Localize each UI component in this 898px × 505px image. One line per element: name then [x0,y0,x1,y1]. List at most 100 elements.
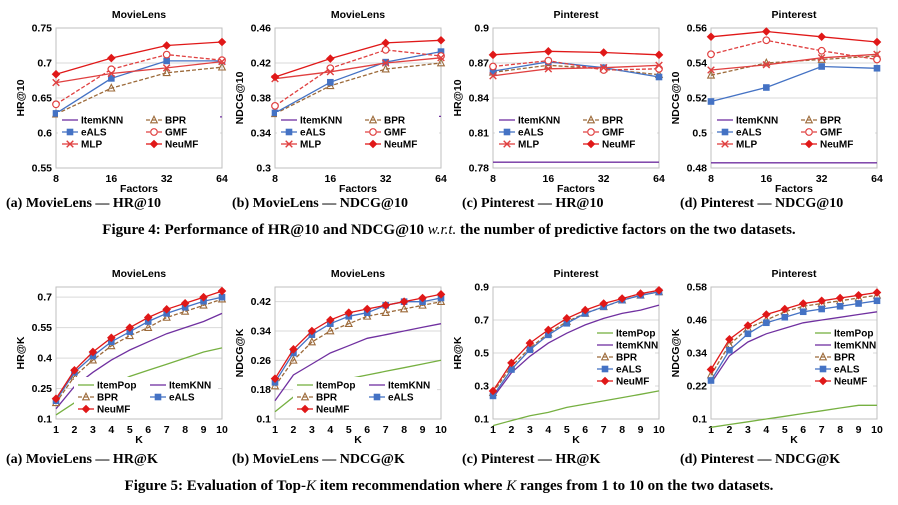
data-point [381,59,390,67]
legend-label: NeuMF [384,140,417,151]
y-tick-label: 0.52 [687,93,708,105]
x-tick-label: 7 [601,424,607,436]
legend-label: NeuMF [834,377,867,388]
plot-area [274,286,442,420]
data-point [88,347,98,357]
data-point [817,53,826,62]
series-line [492,291,660,393]
data-point [855,300,862,307]
legend-label: ItemPop [97,381,136,392]
data-point [780,304,790,314]
series-line [492,291,660,397]
figure4-caption-prefix: Figure 4: Performance of HR@10 and NDCG@… [102,222,428,238]
subcaption-fig5-b: (b) MovieLens — NDCG@K [232,452,405,467]
x-tick-label: 3 [90,424,96,436]
data-point [51,394,61,403]
data-point [107,83,116,92]
data-point [599,48,608,57]
legend-marker [154,393,162,401]
data-point [436,290,446,299]
x-tick-label: 64 [216,173,228,185]
data-point [762,36,771,45]
y-tick-label: 0.34 [251,128,272,140]
y-tick-label: 0.78 [469,163,490,175]
x-axis-label: K [572,434,580,446]
data-point [437,53,445,62]
chart-title: MovieLens [331,9,385,21]
x-tick-label: 4 [108,424,114,436]
legend-marker [149,114,159,124]
x-tick-label: 9 [856,424,862,436]
data-point [52,110,60,117]
x-tick-label: 6 [364,424,370,436]
legend: ItemKNN BPR eALS GMF MLP NeuMF [58,112,220,154]
series-mlp [52,57,226,87]
legend-label: ItemPop [616,329,655,340]
x-tick-label: 10 [435,424,447,436]
data-point [271,109,279,117]
series-eals [52,57,226,117]
x-tick-label: 6 [582,424,588,436]
legend-marker [601,365,609,373]
legend-label: eALS [300,128,326,139]
plot-area [492,27,660,169]
legend-marker [368,114,378,124]
legend-marker [285,140,293,148]
legend-label: BPR [165,116,187,127]
subcaption-fig5-d: (d) Pinterest — NDCG@K [680,452,841,467]
data-point [599,299,608,308]
series-line [274,323,442,402]
y-axis-label: NDCG@10 [234,71,246,124]
data-point [326,315,335,325]
data-point [289,345,298,354]
legend: ItemKNN BPR eALS GMF MLP NeuMF [495,112,657,154]
data-point [526,346,534,353]
data-point [143,313,153,322]
legend-label: ItemKNN [81,116,123,127]
legend-marker [804,139,814,149]
data-point [873,55,881,64]
data-point [217,62,227,71]
x-tick-label: 8 [490,173,496,185]
series-line [274,57,442,80]
chart-6: 0.1 0.18 0.26 0.34 0.42 1 2 3 4 5 6 7 8 9 10 MovieLens K… [234,268,447,446]
x-tick-label: 4 [545,424,551,436]
series-neumf [706,288,882,374]
chart-title: Pinterest [554,9,599,21]
legend-label: BPR [616,353,638,364]
legend-label: NeuMF [616,377,649,388]
data-point [835,293,845,303]
data-point [144,322,153,331]
x-tick-label: 1 [272,424,278,436]
series-itemknn [710,311,878,384]
series-line [274,62,442,115]
subcaption-fig4-a: (a) MovieLens — HR@10 [6,196,161,211]
data-point [654,50,664,60]
series-line [274,297,442,383]
chart-title: MovieLens [112,268,166,280]
data-point [327,78,334,86]
legend-marker [373,393,381,401]
chart-3: 0.78 0.81 0.84 0.87 0.9 8 16 32 64 Pinterest Facto… [452,9,665,195]
data-point [163,57,170,65]
x-tick-label: 8 [182,424,188,436]
legend-label: ItemKNN [169,381,211,392]
legend-box [293,377,437,417]
legend-marker [600,376,610,386]
y-tick-label: 0.75 [32,23,53,35]
legend-label: NeuMF [316,405,349,416]
data-point [545,331,552,339]
legend-label: eALS [81,128,107,139]
x-tick-label: 8 [708,173,714,185]
x-tick-label: 1 [490,424,496,436]
data-point [70,365,79,375]
series-line [492,50,660,56]
x-tick-label: 32 [161,173,173,185]
data-point [436,35,446,45]
data-point [326,325,335,335]
data-point [125,330,134,340]
data-point [617,294,627,303]
x-tick-label: 4 [327,424,333,436]
